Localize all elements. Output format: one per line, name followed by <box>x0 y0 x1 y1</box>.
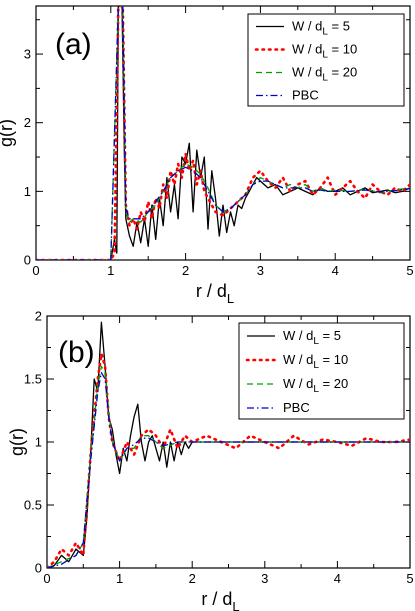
x-tick-label: 3 <box>257 263 264 278</box>
legend-label: PBC <box>292 88 319 103</box>
y-tick-label: 1 <box>24 184 31 199</box>
legend: W / dL = 5 W / dL = 10 W / dL = 20 PBC <box>238 322 405 420</box>
panel-b: 0 1 2 3 4 500.511.52(b)r / dLg(r)W / dL = 5W … <box>7 309 414 611</box>
x-tick-label: 4 <box>332 263 339 278</box>
x-tick-label: 1 <box>107 263 114 278</box>
y-tick-label: 0 <box>35 561 42 576</box>
legend-label: PBC <box>283 400 310 415</box>
x-axis-label: r / dL <box>196 281 234 306</box>
x-tick-label: 2 <box>182 263 189 278</box>
x-tick-label: 0 <box>32 263 39 278</box>
series-line-4 <box>47 372 410 568</box>
legend-label: W / dL = 10 <box>292 42 357 61</box>
legend-label: W / dL = 5 <box>292 19 350 38</box>
y-tick-label: 2 <box>24 115 31 130</box>
y-tick-label: 2 <box>35 309 42 324</box>
y-tick-label: 0.5 <box>24 498 42 513</box>
panel-label: (a) <box>55 28 92 61</box>
legend-label: W / dL = 5 <box>283 328 341 347</box>
x-tick-label: 2 <box>189 571 196 586</box>
y-tick-label: 1 <box>35 435 42 450</box>
legend-box <box>238 322 405 420</box>
x-tick-label: 3 <box>261 571 268 586</box>
legend-label: W / dL = 20 <box>292 65 357 84</box>
legend-label: W / dL = 20 <box>283 376 348 395</box>
series-line-2 <box>47 352 410 568</box>
panel-label: (b) <box>58 336 95 369</box>
x-tick-label: 4 <box>334 571 341 586</box>
series-group <box>36 6 410 260</box>
x-tick-label: 1 <box>116 571 123 586</box>
legend-box <box>247 13 405 107</box>
series-group <box>47 321 410 568</box>
x-tick-label: 0 <box>43 571 50 586</box>
y-tick-label: 0 <box>24 253 31 268</box>
y-tick-label: 3 <box>24 47 31 62</box>
y-tick-label: 1.5 <box>24 372 42 387</box>
legend: W / dL = 5 W / dL = 10 W / dL = 20 PBC <box>247 13 405 107</box>
series-line-4 <box>36 6 410 260</box>
legend-label: W / dL = 10 <box>283 352 348 371</box>
y-axis-label: g(r) <box>7 428 27 456</box>
series-line-3 <box>47 365 410 568</box>
x-tick-label: 5 <box>406 263 413 278</box>
x-axis-label: r / dL <box>201 589 239 611</box>
y-axis-label: g(r) <box>0 119 16 147</box>
x-tick-label: 5 <box>406 571 413 586</box>
